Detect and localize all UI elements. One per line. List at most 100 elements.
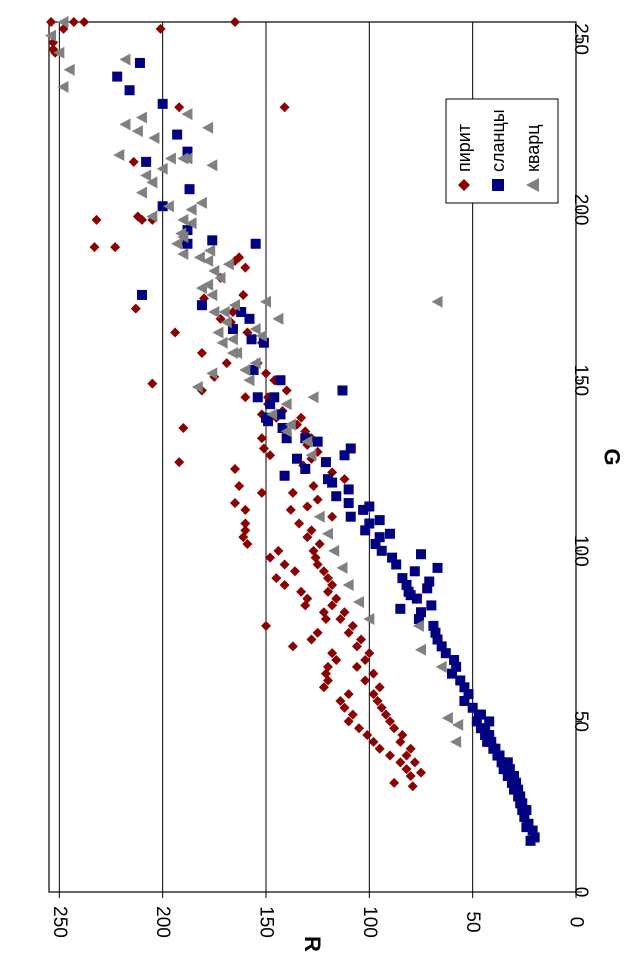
data-point <box>409 757 420 768</box>
data-point <box>376 545 387 556</box>
data-point <box>250 238 261 249</box>
data-point <box>331 655 342 665</box>
data-point <box>353 596 364 608</box>
data-point <box>177 248 189 260</box>
data-point <box>431 295 443 308</box>
data-point <box>147 378 158 389</box>
data-point <box>300 463 311 474</box>
data-point <box>46 17 57 27</box>
data-point <box>141 156 152 167</box>
g-axis-ticks: 0 50 100 150 200 250 <box>570 23 591 897</box>
data-point <box>124 85 135 96</box>
data-point <box>195 196 207 209</box>
g-tick-label-50: 50 <box>570 711 591 732</box>
data-point <box>148 132 160 144</box>
data-point <box>238 532 249 543</box>
data-point <box>343 627 354 638</box>
data-point <box>230 498 240 509</box>
data-point <box>261 620 271 631</box>
data-point <box>312 627 323 638</box>
data-point <box>45 29 57 42</box>
data-point <box>343 689 354 700</box>
data-point <box>323 474 333 485</box>
data-point <box>441 712 453 724</box>
data-point <box>177 230 189 243</box>
data-point <box>265 552 276 563</box>
data-point <box>277 423 288 433</box>
data-point <box>368 736 379 747</box>
data-point <box>327 511 338 522</box>
data-point <box>307 391 319 404</box>
data-point <box>230 463 240 474</box>
data-point <box>515 791 526 802</box>
data-point <box>239 364 251 376</box>
data-point <box>411 593 422 604</box>
data-point <box>113 149 125 162</box>
data-point <box>360 525 371 536</box>
data-point <box>136 111 147 124</box>
data-point <box>240 518 251 529</box>
data-point <box>450 735 462 748</box>
data-point <box>339 607 350 618</box>
data-point <box>234 481 245 491</box>
data-point <box>515 798 526 809</box>
data-point <box>182 225 193 236</box>
data-point <box>475 723 486 734</box>
data-point <box>415 643 426 656</box>
data-point <box>459 695 470 706</box>
data-point <box>310 552 321 563</box>
data-point <box>131 125 143 138</box>
data-point <box>229 299 240 312</box>
data-point <box>57 80 69 93</box>
data-point <box>174 102 185 113</box>
plot-frame <box>48 21 577 893</box>
data-point <box>258 443 269 454</box>
data-point <box>320 457 331 468</box>
data-point <box>370 539 381 549</box>
data-point <box>177 152 189 165</box>
data-point <box>230 17 240 27</box>
data-point <box>405 590 416 601</box>
data-point <box>285 504 296 515</box>
data-point <box>351 661 362 672</box>
data-point <box>91 214 102 225</box>
data-point <box>347 709 358 720</box>
data-point <box>208 306 220 318</box>
data-point <box>416 607 426 618</box>
data-point <box>471 716 482 727</box>
data-point <box>416 549 426 560</box>
data-point <box>238 289 249 300</box>
data-point <box>302 501 313 512</box>
data-point <box>305 449 317 462</box>
data-point <box>374 515 385 526</box>
data-point <box>496 757 507 768</box>
data-point <box>362 730 373 741</box>
data-point <box>426 600 437 611</box>
data-point <box>300 600 311 611</box>
data-point <box>517 805 528 816</box>
data-point <box>79 17 90 27</box>
data-point <box>347 620 358 631</box>
data-point <box>401 764 412 775</box>
data-point <box>275 375 286 386</box>
data-point <box>343 484 354 495</box>
data-point <box>513 784 524 795</box>
data-point <box>146 176 158 189</box>
data-point <box>428 620 439 631</box>
data-point <box>447 668 457 679</box>
data-point <box>273 545 284 556</box>
r-axis-ticks: 0 50 100 150 200 250 <box>49 892 587 938</box>
data-point <box>432 634 443 645</box>
data-point <box>89 242 100 253</box>
r-tick-label-50: 50 <box>462 911 483 932</box>
data-point <box>206 367 218 380</box>
data-point <box>275 409 286 420</box>
data-point <box>368 668 379 679</box>
data-point <box>467 702 478 713</box>
data-point <box>335 614 346 625</box>
data-point <box>302 532 313 543</box>
data-point <box>164 152 176 165</box>
data-point <box>287 487 298 498</box>
data-point <box>136 186 147 199</box>
data-point <box>212 326 224 339</box>
